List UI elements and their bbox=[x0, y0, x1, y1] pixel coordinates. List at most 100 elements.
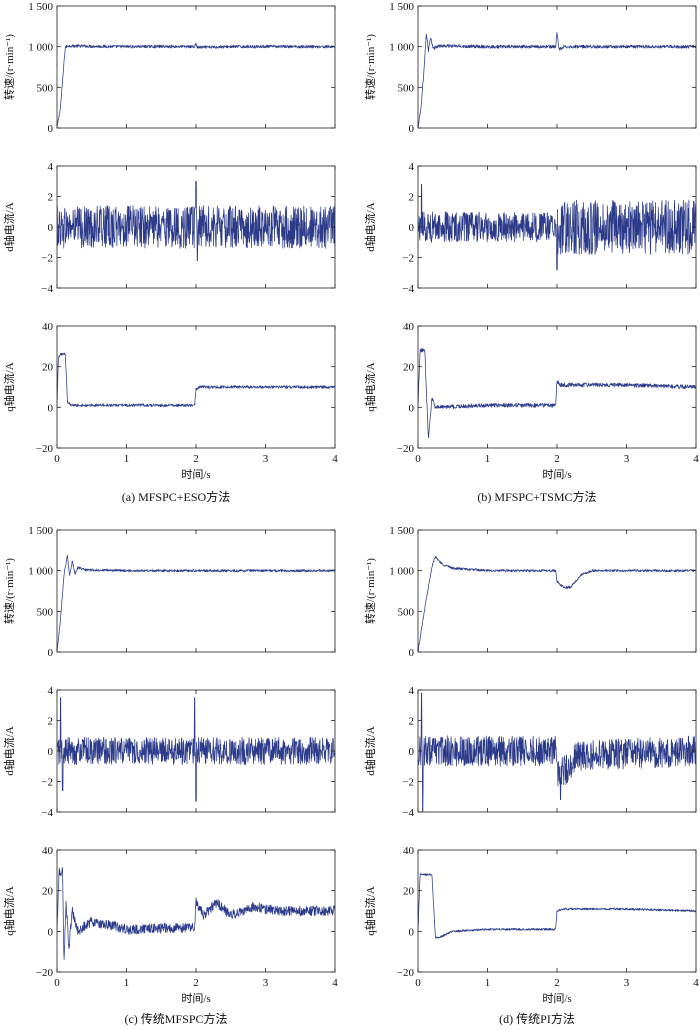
y-tick-label: 4 bbox=[409, 685, 415, 697]
series-line bbox=[57, 352, 335, 408]
y-tick-label: −4 bbox=[402, 283, 414, 295]
y-axis-label: q轴电流/A bbox=[363, 362, 377, 412]
series-line bbox=[57, 42, 335, 128]
y-tick-label: 0 bbox=[48, 123, 54, 135]
x-tick-label: 0 bbox=[415, 453, 421, 465]
series-line bbox=[57, 180, 335, 261]
y-tick-label: 0 bbox=[409, 222, 415, 234]
series-line bbox=[418, 873, 696, 939]
plot-frame bbox=[417, 5, 697, 129]
y-tick-label: 1 500 bbox=[28, 525, 53, 537]
y-tick-label: 500 bbox=[398, 606, 415, 618]
y-tick-label: 500 bbox=[37, 82, 54, 94]
y-tick-label: 0 bbox=[48, 402, 54, 414]
plot-frame bbox=[417, 325, 697, 449]
y-tick-label: 20 bbox=[403, 362, 415, 374]
x-tick-label: 2 bbox=[554, 977, 560, 989]
y-tick-label: 1 000 bbox=[28, 42, 53, 54]
y-tick-label: 0 bbox=[409, 926, 415, 938]
x-tick-label: 4 bbox=[332, 453, 338, 465]
y-tick-label: 500 bbox=[37, 606, 54, 618]
x-tick-label: 2 bbox=[554, 453, 560, 465]
y-axis-label: 转速/(r·min⁻¹) bbox=[363, 34, 377, 100]
y-tick-label: −20 bbox=[36, 967, 54, 979]
y-tick-label: 20 bbox=[42, 362, 54, 374]
y-tick-label: −2 bbox=[402, 777, 414, 789]
y-axis-label: 转速/(r·min⁻¹) bbox=[2, 34, 16, 100]
x-tick-label: 3 bbox=[624, 453, 630, 465]
y-tick-label: 2 bbox=[409, 716, 415, 728]
x-tick-label: 1 bbox=[485, 453, 491, 465]
y-tick-label: −20 bbox=[36, 443, 54, 455]
plot-frame bbox=[56, 5, 336, 129]
series-line bbox=[418, 183, 696, 271]
x-axis-label: 时间/s bbox=[181, 992, 210, 1005]
y-axis-label: q轴电流/A bbox=[2, 886, 16, 936]
y-tick-label: 1 500 bbox=[389, 1, 414, 13]
x-axis-label: 时间/s bbox=[542, 468, 571, 481]
series-line bbox=[418, 348, 696, 439]
y-tick-label: 0 bbox=[48, 926, 54, 938]
x-tick-label: 4 bbox=[332, 977, 338, 989]
x-tick-label: 3 bbox=[624, 977, 630, 989]
subplot-d-1: 0 500 1 000 1 500 转速/(r·min⁻¹) bbox=[363, 525, 697, 659]
subplot-b-2: −4 −2 0 2 4 d轴电流/A bbox=[363, 161, 697, 295]
y-tick-label: −2 bbox=[41, 253, 53, 265]
x-axis-label: 时间/s bbox=[181, 468, 210, 481]
y-tick-label: 0 bbox=[409, 746, 415, 758]
x-tick-label: 1 bbox=[124, 453, 130, 465]
subplot-d-2: −4 −2 0 2 4 d轴电流/A bbox=[363, 685, 697, 819]
x-tick-label: 4 bbox=[693, 453, 699, 465]
y-tick-label: 0 bbox=[409, 647, 415, 659]
y-tick-label: 2 bbox=[48, 716, 54, 728]
series-line bbox=[57, 554, 335, 652]
plot-frame bbox=[56, 529, 336, 653]
y-tick-label: −4 bbox=[402, 807, 414, 819]
y-tick-label: 4 bbox=[409, 161, 415, 173]
panel-caption: (d) 传统PI方法 bbox=[499, 1011, 575, 1026]
y-axis-label: d轴电流/A bbox=[2, 726, 16, 776]
y-tick-label: 1 000 bbox=[389, 42, 414, 54]
x-tick-label: 0 bbox=[54, 977, 60, 989]
y-tick-label: 20 bbox=[403, 886, 415, 898]
x-tick-label: 3 bbox=[263, 453, 269, 465]
series-line bbox=[57, 867, 335, 960]
y-tick-label: 4 bbox=[48, 685, 54, 697]
x-tick-label: 4 bbox=[693, 977, 699, 989]
y-tick-label: 1 000 bbox=[389, 566, 414, 578]
subplot-c-2: −4 −2 0 2 4 d轴电流/A bbox=[2, 685, 336, 819]
series-line bbox=[57, 697, 335, 802]
y-axis-label: 转速/(r·min⁻¹) bbox=[363, 558, 377, 624]
y-tick-label: 0 bbox=[48, 647, 54, 659]
x-tick-label: 0 bbox=[415, 977, 421, 989]
y-axis-label: d轴电流/A bbox=[363, 202, 377, 252]
y-axis-label: 转速/(r·min⁻¹) bbox=[2, 558, 16, 624]
subplot-b-1: 0 500 1 000 1 500 转速/(r·min⁻¹) bbox=[363, 1, 697, 135]
y-tick-label: −2 bbox=[402, 253, 414, 265]
series-line bbox=[418, 556, 696, 652]
y-tick-label: 0 bbox=[48, 746, 54, 758]
series-line bbox=[418, 692, 696, 812]
y-tick-label: 40 bbox=[403, 845, 415, 857]
x-tick-label: 2 bbox=[193, 453, 199, 465]
y-axis-label: d轴电流/A bbox=[363, 726, 377, 776]
panel-caption: (c) 传统MFSPC方法 bbox=[124, 1011, 227, 1026]
y-axis-label: d轴电流/A bbox=[2, 202, 16, 252]
y-tick-label: 1 500 bbox=[389, 525, 414, 537]
y-tick-label: 2 bbox=[409, 192, 415, 204]
y-tick-label: 0 bbox=[409, 123, 415, 135]
subplot-c-1: 0 500 1 000 1 500 转速/(r·min⁻¹) bbox=[2, 525, 336, 659]
y-tick-label: 20 bbox=[42, 886, 54, 898]
y-axis-label: q轴电流/A bbox=[363, 886, 377, 936]
y-tick-label: 4 bbox=[48, 161, 54, 173]
x-tick-label: 3 bbox=[263, 977, 269, 989]
y-tick-label: 40 bbox=[403, 321, 415, 333]
